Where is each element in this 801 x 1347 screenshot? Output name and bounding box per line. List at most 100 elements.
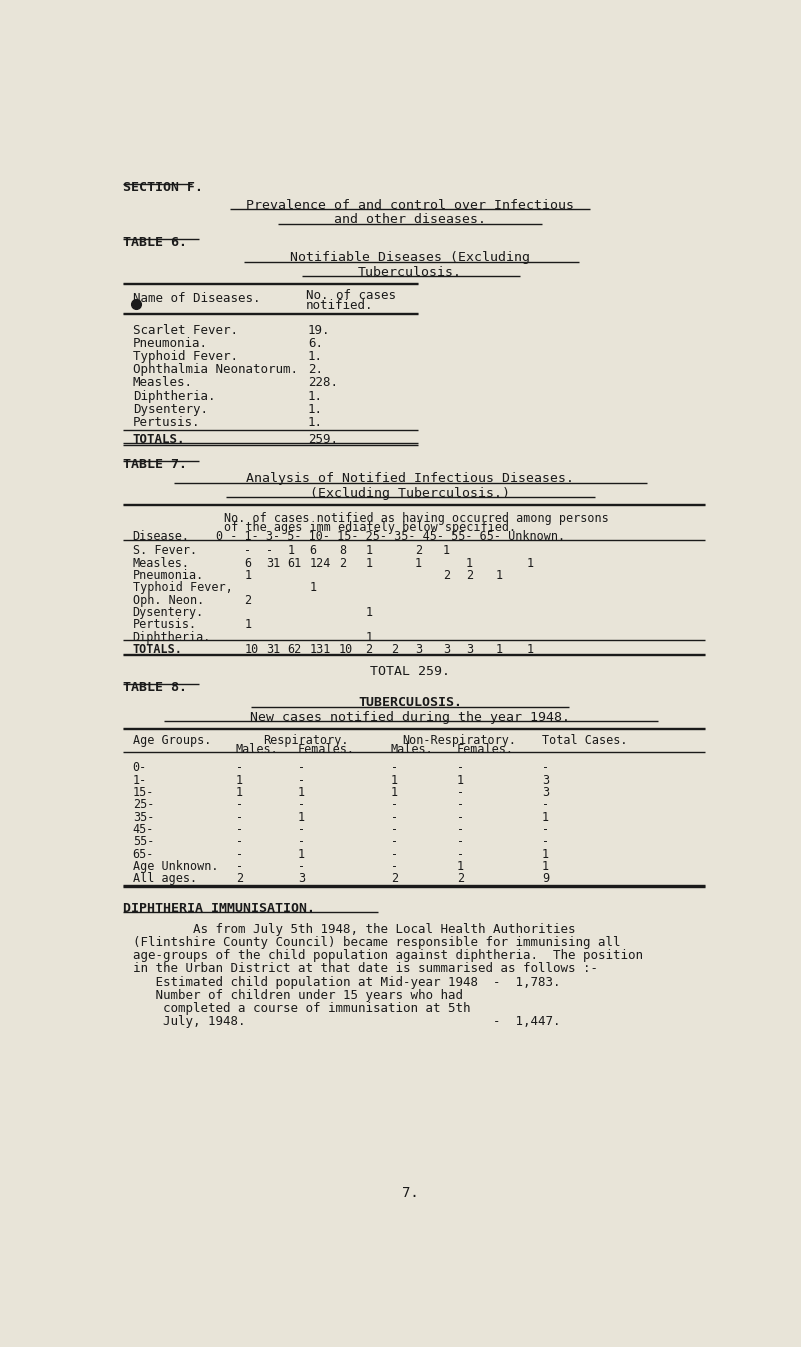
Text: -: -	[266, 544, 273, 558]
Text: 2: 2	[392, 643, 399, 656]
Text: Pertusis.: Pertusis.	[133, 416, 200, 428]
Text: of the ages imm ediately below specified.: of the ages imm ediately below specified…	[224, 521, 517, 535]
Text: TABLE 8.: TABLE 8.	[123, 682, 187, 695]
Text: 2: 2	[339, 556, 346, 570]
Text: Measles.: Measles.	[133, 556, 190, 570]
Text: July, 1948.                                 -  1,447.: July, 1948. - 1,447.	[133, 1014, 560, 1028]
Text: 1: 1	[309, 582, 316, 594]
Text: S. Fever.: S. Fever.	[133, 544, 197, 558]
Text: in the Urban District at that date is summarised as follows :-: in the Urban District at that date is su…	[133, 963, 598, 975]
Text: 3: 3	[415, 643, 422, 656]
Text: Disease.: Disease.	[133, 531, 190, 543]
Text: Analysis of Notified Infectious Diseases.: Analysis of Notified Infectious Diseases…	[246, 471, 574, 485]
Text: -: -	[298, 773, 305, 787]
Text: age-groups of the child population against diphtheria.  The position: age-groups of the child population again…	[133, 950, 642, 962]
Text: -: -	[235, 847, 243, 861]
Text: Diphtheria.: Diphtheria.	[133, 630, 211, 644]
Text: 1: 1	[495, 643, 502, 656]
Text: 3: 3	[443, 643, 450, 656]
Text: Number of children under 15 years who had: Number of children under 15 years who ha…	[133, 989, 463, 1002]
Text: -: -	[235, 835, 243, 849]
Text: 0 - 1- 3- 5- 10- 15- 25- 35- 45- 55- 65- Unknown.: 0 - 1- 3- 5- 10- 15- 25- 35- 45- 55- 65-…	[216, 531, 566, 543]
Text: 2: 2	[466, 568, 473, 582]
Text: 1-: 1-	[133, 773, 147, 787]
Text: 1.: 1.	[308, 350, 323, 364]
Text: Age Groups.: Age Groups.	[133, 734, 211, 746]
Text: Ophthalmia Neonatorum.: Ophthalmia Neonatorum.	[133, 364, 298, 376]
Text: 2: 2	[365, 643, 372, 656]
Text: Diphtheria.: Diphtheria.	[133, 389, 215, 403]
Text: 2: 2	[391, 873, 398, 885]
Text: -: -	[391, 859, 398, 873]
Text: Males.: Males.	[391, 744, 433, 756]
Text: -: -	[235, 811, 243, 824]
Text: 124: 124	[309, 556, 331, 570]
Text: 1: 1	[415, 556, 422, 570]
Text: 1: 1	[365, 556, 372, 570]
Text: 1: 1	[526, 556, 533, 570]
Text: 1: 1	[541, 811, 549, 824]
Text: 1: 1	[443, 544, 450, 558]
Text: Pertusis.: Pertusis.	[133, 618, 197, 632]
Text: -: -	[235, 799, 243, 811]
Text: Scarlet Fever.: Scarlet Fever.	[133, 325, 238, 337]
Text: 2: 2	[443, 568, 450, 582]
Text: -: -	[235, 823, 243, 836]
Text: 1: 1	[298, 811, 305, 824]
Text: -: -	[298, 859, 305, 873]
Text: TABLE 7.: TABLE 7.	[123, 458, 187, 471]
Text: 1: 1	[365, 544, 372, 558]
Text: -: -	[391, 835, 398, 849]
Text: 1: 1	[298, 847, 305, 861]
Text: 0-: 0-	[133, 761, 147, 775]
Text: -: -	[541, 761, 549, 775]
Text: Tuberculosis.: Tuberculosis.	[358, 265, 462, 279]
Text: No. of cases: No. of cases	[305, 288, 396, 302]
Text: -: -	[235, 859, 243, 873]
Text: -: -	[298, 761, 305, 775]
Text: (Excluding Tuberculosis.): (Excluding Tuberculosis.)	[310, 486, 510, 500]
Text: 35-: 35-	[133, 811, 154, 824]
Text: -: -	[541, 799, 549, 811]
Text: 1: 1	[235, 773, 243, 787]
Text: No. of cases notified as having occurred among persons: No. of cases notified as having occurred…	[224, 512, 609, 525]
Text: -: -	[391, 847, 398, 861]
Text: 1: 1	[541, 859, 549, 873]
Text: 1: 1	[457, 859, 464, 873]
Text: New cases notified during the year 1948.: New cases notified during the year 1948.	[250, 711, 570, 723]
Text: -: -	[457, 835, 464, 849]
Text: 1: 1	[391, 787, 398, 799]
Text: Name of Diseases.: Name of Diseases.	[133, 292, 260, 304]
Text: Pneumonia.: Pneumonia.	[133, 337, 207, 350]
Text: TOTALS.: TOTALS.	[133, 643, 183, 656]
Text: Females.: Females.	[298, 744, 355, 756]
Text: 1: 1	[288, 544, 295, 558]
Text: 3: 3	[298, 873, 305, 885]
Text: TOTAL 259.: TOTAL 259.	[370, 665, 450, 679]
Text: -: -	[457, 823, 464, 836]
Text: and other diseases.: and other diseases.	[334, 213, 486, 226]
Text: -: -	[457, 799, 464, 811]
Text: -: -	[457, 847, 464, 861]
Text: TUBERCULOSIS.: TUBERCULOSIS.	[358, 696, 462, 709]
Text: 1: 1	[244, 618, 252, 632]
Text: 31: 31	[266, 643, 280, 656]
Text: Typhoid Fever,: Typhoid Fever,	[133, 582, 232, 594]
Text: 45-: 45-	[133, 823, 154, 836]
Text: 6.: 6.	[308, 337, 323, 350]
Text: TABLE 6.: TABLE 6.	[123, 236, 187, 249]
Text: 31: 31	[266, 556, 280, 570]
Text: -: -	[391, 799, 398, 811]
Text: 6: 6	[244, 556, 252, 570]
Text: 8: 8	[339, 544, 346, 558]
Text: notified.: notified.	[305, 299, 373, 311]
Text: 259.: 259.	[308, 432, 338, 446]
Text: 62: 62	[288, 643, 302, 656]
Text: -: -	[391, 811, 398, 824]
Text: 19.: 19.	[308, 325, 330, 337]
Text: -: -	[541, 823, 549, 836]
Text: 1.: 1.	[308, 403, 323, 416]
Text: Females.: Females.	[457, 744, 513, 756]
Text: Respiratory.: Respiratory.	[263, 734, 348, 746]
Text: -: -	[457, 787, 464, 799]
